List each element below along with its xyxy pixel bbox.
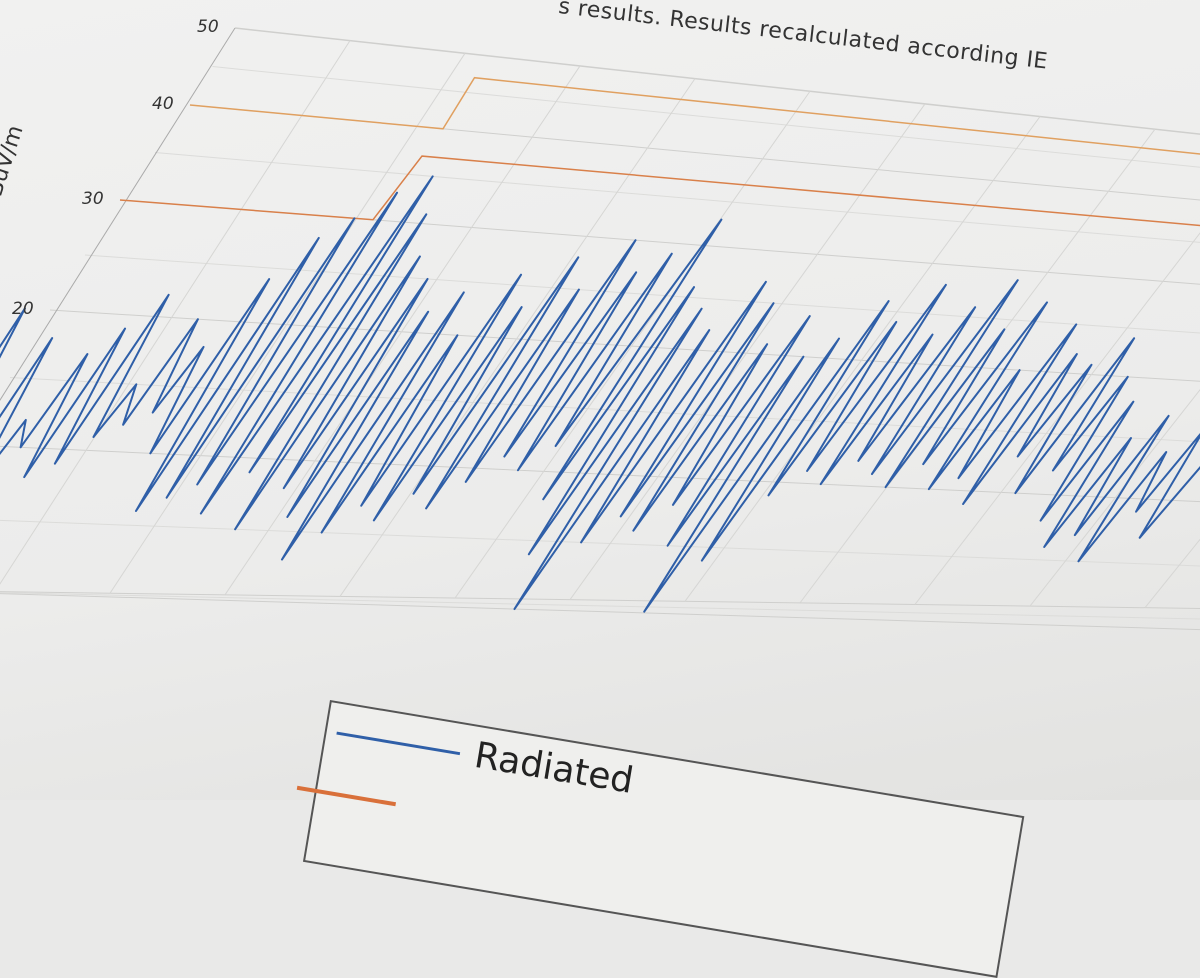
y-ticks: 20 30 40 50 [12,17,219,319]
gridline-vertical [570,104,925,600]
radiated-emission-trace [0,176,1200,611]
limit-line [120,156,1200,257]
gridline-vertical [1145,167,1200,608]
gridline-horizontal [190,105,1200,235]
gridline-vertical [0,28,235,590]
gridline-horizontal [0,518,1200,570]
legend-swatch-radiated [336,732,460,756]
emissions-chart: 20 30 40 50 [0,0,1200,800]
gridline-horizontal [0,590,1200,609]
grid [0,28,1200,631]
gridline-vertical [1030,155,1200,607]
y-tick-label: 30 [82,189,104,209]
gridline-vertical [110,53,465,593]
y-tick-label: 20 [12,299,34,319]
limit-line [190,78,1200,197]
y-tick-label: 40 [152,94,174,114]
gridline-horizontal [10,378,1200,453]
gridline-vertical [455,91,810,598]
y-tick-label: 50 [197,17,219,37]
series [0,176,1200,611]
limit-lines [120,78,1200,257]
